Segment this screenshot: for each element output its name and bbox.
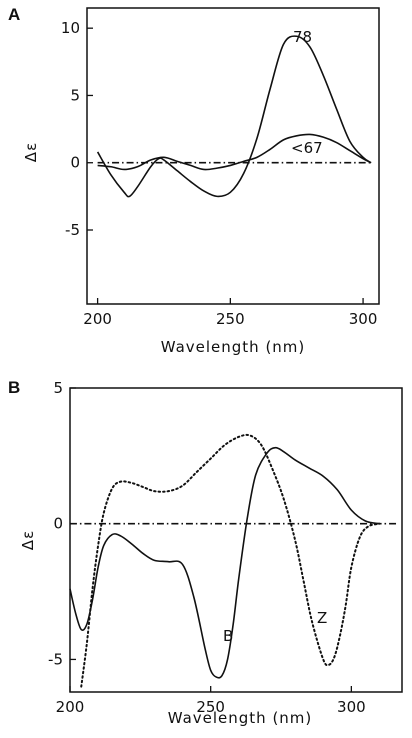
panel-b-x-axis-title: Wavelength (nm) [168,709,313,727]
panel-b: B 200 250 300 -5 0 5 B Z Wavelength (nm) Δε [8,378,403,727]
panel-b-axes: 200 250 300 -5 0 5 [48,379,366,716]
panel-a-y-tick-label-5: 5 [70,86,80,104]
panel-a-x-axis-title: Wavelength (nm) [161,338,306,356]
curve-label-z: Z [317,609,327,627]
panel-a-series-78-line [96,35,372,198]
panel-letter-a: A [8,5,20,24]
panel-a-plot-frame [86,7,380,305]
panel-b-y-axis-title: Δε [19,530,37,550]
panel-b-x-tick-label-250: 250 [196,698,225,716]
panel-b-y-tick-label-5: 5 [53,379,63,397]
panel-b-series-z-line [80,433,381,688]
panel-b-y-tick-label-0: 0 [53,515,63,533]
panel-letter-b: B [8,378,20,397]
curve-label-lt67: <67 [291,139,323,157]
panel-b-x-tick-label-200: 200 [56,698,85,716]
panel-b-series [69,433,397,688]
panel-a-series-67-line [97,133,372,171]
panel-a-y-tick-label--5: -5 [65,221,80,239]
panel-a-series [96,35,372,198]
panel-a-axes: 200 250 300 -5 0 5 10 [61,19,377,328]
panel-a-x-tick-label-300: 300 [349,310,378,328]
panel-a-y-tick-label-10: 10 [61,19,80,37]
panel-a: A 200 250 300 -5 0 5 10 78 <67 Wavelength (nm)… [8,5,380,356]
panel-a-y-tick-label-0: 0 [70,154,80,172]
panel-a-x-tick-label-250: 250 [216,310,245,328]
panel-b-y-tick-label--5: -5 [48,650,63,668]
panel-a-x-tick-label-200: 200 [83,310,112,328]
curve-label-78: 78 [293,28,312,46]
panel-a-y-axis-title: Δε [22,142,40,162]
panel-b-plot-frame [69,387,403,693]
curve-label-b: B [223,627,233,645]
panel-b-series-b-line [69,446,380,679]
panel-b-x-tick-label-300: 300 [337,698,366,716]
